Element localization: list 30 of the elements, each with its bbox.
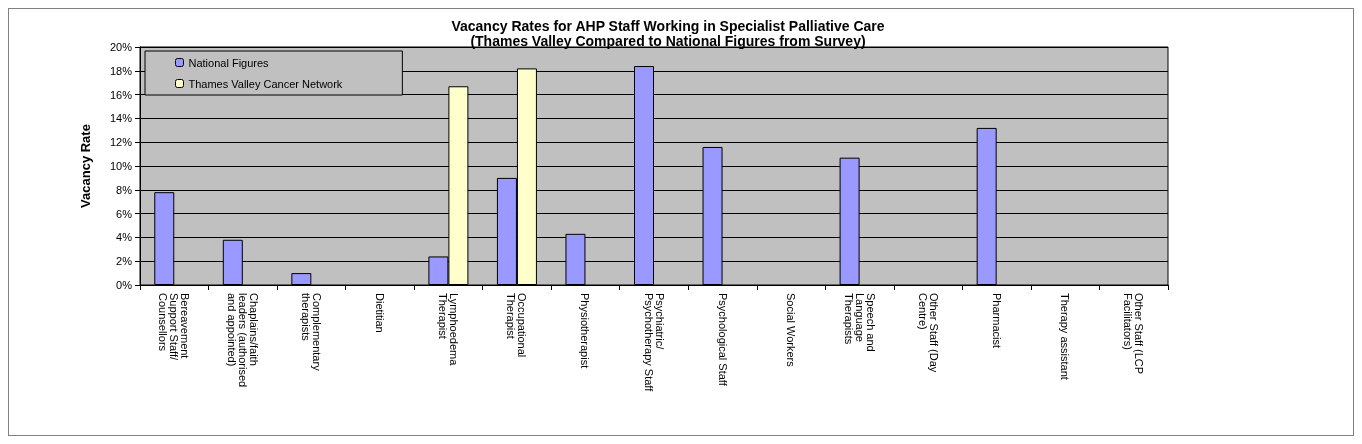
y-tick-label: 12%: [109, 136, 133, 149]
chart-title: Vacancy Rates for AHP Staff Working in Specialist Palliative Care (Thames Valley Compared to National Figures from Survey): [451, 17, 885, 49]
y-tick-label: 10%: [109, 160, 133, 172]
x-tick-label: Psychological Staff: [716, 293, 729, 387]
y-tick-label: 18%: [109, 64, 133, 77]
x-tick-label: Lymphoedema Therapist: [436, 293, 460, 369]
y-tick-label: 0%: [116, 279, 133, 291]
y-tick-label: 6%: [116, 207, 133, 220]
x-tick-label: Other Staff (Day Centre): [916, 293, 940, 376]
x-tick-label: Psychiatric/Psychotherapy Staff: [642, 293, 666, 393]
x-tick-label: Complementary therapists: [299, 293, 323, 374]
x-tick-label: Other Staff (LCP Facilitators): [1122, 293, 1146, 377]
y-tick-label: 2%: [116, 255, 133, 268]
y-tick-label: 16%: [109, 88, 133, 101]
x-tick-label: Social Workers: [785, 293, 798, 368]
legend-label: National Figures: [188, 56, 270, 69]
x-tick-label: Speech and Language Therapists: [842, 293, 877, 355]
x-tick-label: Dietitian: [373, 293, 386, 333]
legend-label: Thames Valley Cancer Network: [188, 77, 343, 90]
x-tick-label: Chaplains/faith leaders (authorised and appointed): [225, 293, 260, 391]
y-tick-label: 14%: [109, 112, 133, 125]
y-tick-label: 8%: [116, 183, 133, 196]
x-tick-label: Physiotherapist: [579, 293, 592, 369]
y-axis-title: Vacancy Rate: [78, 124, 93, 208]
x-tick-label: Occupational Therapist: [505, 293, 529, 361]
x-tick-label: Therapy assistant: [1059, 293, 1072, 380]
x-tick-label: Bereavement Support Staff/Counsellors: [157, 293, 192, 362]
y-tick-label: 20%: [109, 41, 133, 53]
x-tick-label: Pharmacist: [990, 293, 1003, 349]
y-tick-label: 4%: [116, 231, 133, 244]
